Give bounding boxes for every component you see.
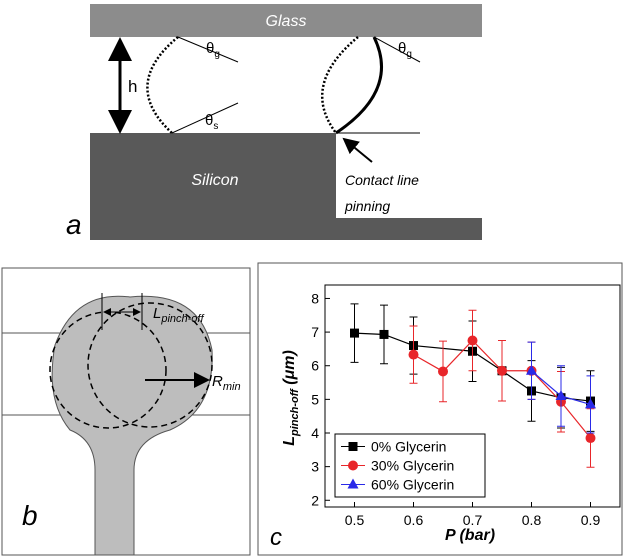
meniscus-left	[146, 36, 179, 134]
tangent-line	[177, 36, 239, 63]
y-tick-label: 4	[311, 425, 319, 441]
marker	[379, 329, 389, 339]
legend-label: 0% Glycerin	[371, 439, 446, 455]
y-tick-label: 5	[311, 391, 319, 407]
theta-g-label: θg	[206, 40, 220, 60]
panel-label: a	[66, 209, 82, 240]
marker	[555, 390, 567, 400]
x-axis-label: P (bar)	[445, 527, 495, 544]
tangent-line	[373, 36, 421, 63]
legend-marker	[348, 442, 358, 451]
theta-s-label: θs	[205, 112, 218, 132]
y-axis-label: Lpinch-off (μm)	[281, 350, 301, 446]
marker	[585, 433, 596, 444]
panel-a: Glass Silicon h θg θs θg Contact line pi…	[66, 4, 482, 240]
marker	[526, 364, 537, 375]
y-tick-label: 7	[311, 324, 319, 340]
silicon-label: Silicon	[191, 172, 238, 189]
x-tick-label: 0.7	[463, 512, 483, 528]
legend-marker	[348, 460, 358, 471]
panel-c: c P (bar) Lpinch-off (μm) 2 3 4 5 6 7 8 0.5 0.6 0…	[257, 262, 623, 556]
theta-g-label: θg	[398, 40, 412, 60]
meniscus-right-dotted	[321, 36, 359, 134]
annotation: Contact line	[345, 172, 419, 188]
meniscus-right	[335, 36, 383, 135]
marker	[350, 328, 359, 338]
silicon-layer	[90, 133, 482, 240]
tangent-line	[171, 102, 239, 134]
x-tick-label: 0.6	[404, 512, 424, 528]
y-tick-label: 8	[311, 290, 319, 306]
marker	[585, 398, 596, 409]
panel-label: c	[270, 524, 282, 551]
pinning-arrow	[342, 137, 373, 163]
y-tick-label: 6	[311, 358, 319, 374]
dashed-circle	[87, 302, 213, 428]
x-tick-label: 0.9	[581, 512, 601, 528]
legend-label: 60% Glycerin	[371, 477, 454, 493]
x-tick-label: 0.5	[345, 512, 365, 528]
panel-b: Lpinch-off Rmin b	[1, 267, 251, 556]
annotation: pinning	[344, 198, 390, 214]
panel-label: b	[22, 500, 38, 531]
legend-label: 30% Glycerin	[371, 458, 454, 474]
glass-layer	[90, 4, 482, 37]
droplet	[51, 295, 213, 556]
legend-marker	[347, 478, 359, 489]
glass-label: Glass	[266, 13, 307, 30]
x-tick-label: 0.8	[522, 512, 542, 528]
marker	[438, 366, 448, 377]
radius-label: Rmin	[212, 373, 241, 393]
marker	[467, 335, 478, 346]
length-label: Lpinch-off	[153, 305, 204, 325]
marker	[408, 349, 419, 360]
y-tick-label: 3	[311, 459, 319, 475]
marker	[497, 365, 507, 376]
height-label: h	[128, 77, 137, 96]
y-tick-label: 2	[311, 492, 319, 508]
